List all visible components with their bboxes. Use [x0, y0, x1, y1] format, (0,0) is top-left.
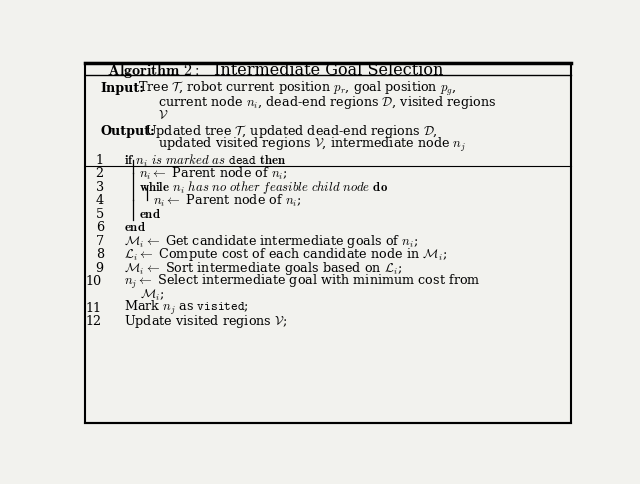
Text: updated visited regions $\mathcal{V}$, intermediate node $n_j$: updated visited regions $\mathcal{V}$, i… — [158, 136, 466, 154]
Text: $\mathbf{\mathcal{M}}_i$;: $\mathbf{\mathcal{M}}_i$; — [140, 287, 164, 302]
Text: 5: 5 — [95, 207, 104, 220]
Text: Output:: Output: — [101, 125, 156, 138]
Text: Input:: Input: — [101, 82, 145, 95]
Text: Update visited regions $\mathcal{V}$;: Update visited regions $\mathcal{V}$; — [124, 313, 287, 330]
Text: $\mathcal{V}$: $\mathcal{V}$ — [158, 109, 168, 122]
Text: $\bf{end}$: $\bf{end}$ — [124, 221, 145, 234]
Text: $\bf{end}$: $\bf{end}$ — [138, 207, 161, 220]
Text: 3: 3 — [96, 181, 104, 194]
Text: $n_j \leftarrow$ Select intermediate goal with minimum cost from: $n_j \leftarrow$ Select intermediate goa… — [124, 272, 480, 290]
Text: 10: 10 — [86, 274, 102, 287]
Text: 7: 7 — [96, 234, 104, 247]
Text: $\mathbf{\mathcal{L}}_i \leftarrow$ Compute cost of each candidate node in $\mat: $\mathbf{\mathcal{L}}_i \leftarrow$ Comp… — [124, 245, 447, 263]
Text: $\bf{while}$ $n_i$ $\it{has\ no\ other\ feasible\ child\ node}$ $\bf{do}$: $\bf{while}$ $n_i$ $\it{has\ no\ other\ … — [138, 179, 388, 196]
Text: Tree $\mathcal{T}$, robot current position $p_r$, goal position $p_g$,: Tree $\mathcal{T}$, robot current positi… — [138, 80, 456, 98]
Text: $n_i \leftarrow$ Parent node of $n_i$;: $n_i \leftarrow$ Parent node of $n_i$; — [154, 192, 302, 209]
Text: Intermediate Goal Selection: Intermediate Goal Selection — [214, 62, 444, 79]
Text: 2: 2 — [96, 167, 104, 180]
Text: $n_i \leftarrow$ Parent node of $n_i$;: $n_i \leftarrow$ Parent node of $n_i$; — [138, 166, 287, 182]
Text: 4: 4 — [96, 194, 104, 207]
Text: $\mathbf{\mathcal{M}}_i \leftarrow$ Sort intermediate goals based on $\mathbf{\m: $\mathbf{\mathcal{M}}_i \leftarrow$ Sort… — [124, 259, 402, 276]
Text: Updated tree $\mathcal{T}$, updated dead-end regions $\mathbf{\mathcal{D}}$,: Updated tree $\mathcal{T}$, updated dead… — [145, 123, 438, 140]
Text: 12: 12 — [86, 315, 102, 328]
Text: current node $n_i$, dead-end regions $\mathbf{\mathcal{D}}$, visited regions: current node $n_i$, dead-end regions $\m… — [158, 93, 496, 110]
FancyBboxPatch shape — [85, 64, 571, 424]
Text: Mark $n_j$ as $\mathtt{visited}$;: Mark $n_j$ as $\mathtt{visited}$; — [124, 299, 248, 317]
Text: $\bf{Algorithm\ 2:}$: $\bf{Algorithm\ 2:}$ — [108, 61, 200, 79]
Text: $\mathbf{\mathcal{M}}_i \leftarrow$ Get candidate intermediate goals of $n_i$;: $\mathbf{\mathcal{M}}_i \leftarrow$ Get … — [124, 232, 418, 249]
Text: 11: 11 — [86, 301, 102, 314]
Text: 8: 8 — [96, 248, 104, 260]
Text: 6: 6 — [96, 221, 104, 234]
Text: 9: 9 — [96, 261, 104, 274]
Text: $\bf{if}$ $n_i$ $\it{is\ marked\ as}$ $\mathtt{dead}$ $\bf{then}$: $\bf{if}$ $n_i$ $\it{is\ marked\ as}$ $\… — [124, 152, 286, 168]
Text: 1: 1 — [96, 154, 104, 166]
